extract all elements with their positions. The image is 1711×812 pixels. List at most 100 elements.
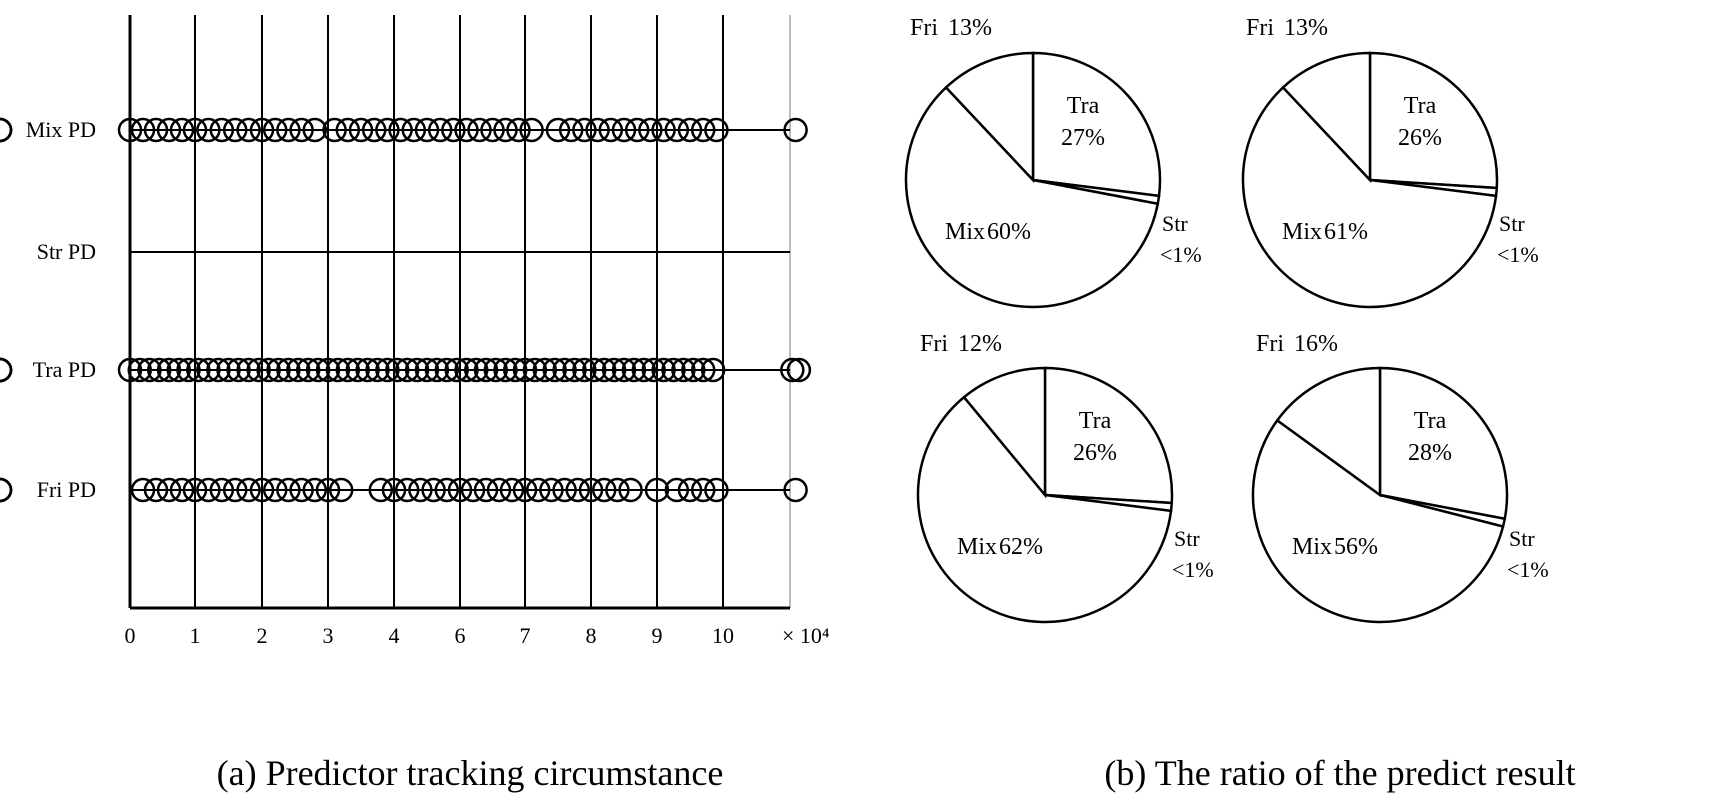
x-tick-label: 4: [389, 623, 400, 648]
x-tick-label: 10: [712, 623, 734, 648]
data-point: [166, 357, 191, 383]
data-point: [558, 117, 584, 143]
data-point: [651, 357, 676, 383]
data-point: [156, 477, 182, 503]
data-point: [582, 357, 607, 383]
pie-chart: Tra 26% Str <1% Mix 62% Fri 12%: [916, 331, 1214, 624]
data-point: [246, 357, 271, 383]
data-point: [783, 117, 808, 143]
pie-slice-tra: [1043, 366, 1174, 505]
pie-caption: (b) The ratio of the predict result: [1104, 753, 1575, 793]
data-point: [0, 477, 13, 503]
pie-value-mix: 62%: [999, 534, 1043, 560]
data-point: [266, 357, 291, 383]
pie-slice-mix: [1241, 85, 1498, 309]
pie-value-tra: 27%: [1061, 125, 1105, 151]
data-point: [226, 357, 251, 383]
data-point: [618, 477, 643, 503]
data-point: [0, 357, 13, 383]
data-point: [388, 117, 413, 143]
x-tick-label: 3: [323, 623, 334, 648]
data-point: [276, 357, 301, 383]
data-point: [512, 357, 538, 383]
pie-value-fri: 13%: [1284, 15, 1328, 41]
data-point: [361, 117, 387, 143]
pie-label-fri: Fri: [920, 331, 948, 357]
data-point: [196, 117, 221, 143]
data-point: [169, 117, 195, 143]
pie-value-mix: 60%: [987, 219, 1031, 245]
data-point: [375, 117, 400, 143]
tracking-scatter-panel: 0 1 2 3 4 6 7 8 9 10 × 10⁴ Mix PD Str PD Tra PD Fri PD: [0, 15, 830, 648]
data-point: [434, 477, 460, 503]
data-point: [0, 117, 13, 143]
data-point: [661, 357, 686, 383]
pie-value-str: <1%: [1160, 242, 1202, 267]
data-point: [335, 117, 361, 143]
pie-value-fri: 12%: [958, 331, 1002, 357]
data-point: [355, 357, 380, 383]
data-point: [542, 357, 567, 383]
pie-value-fri: 16%: [1294, 331, 1338, 357]
data-point: [216, 357, 241, 383]
data-point: [786, 357, 812, 383]
data-point: [522, 357, 548, 383]
data-point: [552, 357, 577, 383]
data-point: [578, 477, 604, 503]
data-point: [156, 117, 182, 143]
pie-label-str: Str: [1162, 211, 1188, 236]
data-point: [394, 477, 420, 503]
data-point: [209, 477, 235, 503]
data-point: [572, 357, 597, 383]
data-point: [483, 357, 508, 383]
data-point: [196, 477, 221, 503]
data-point: [601, 357, 627, 383]
data-point: [394, 357, 420, 383]
data-point: [690, 477, 716, 503]
data-point: [506, 117, 531, 143]
data-point: [473, 477, 499, 503]
pie-label-str: Str: [1174, 526, 1200, 551]
data-point: [467, 117, 492, 143]
pie-slice-tra: [1368, 51, 1499, 190]
pie-label-str: Str: [1499, 211, 1525, 236]
category-label: Str PD: [37, 239, 96, 264]
data-point: [249, 477, 275, 503]
pie-label-mix: Mix: [945, 219, 985, 245]
pie-chart: Tra 26% Str <1% Mix 61% Fri 13%: [1241, 15, 1539, 309]
pie-slice-fri: [1275, 366, 1382, 498]
pie-value-str: <1%: [1497, 242, 1539, 267]
data-point: [681, 357, 706, 383]
pie-slice-fri: [962, 366, 1047, 499]
data-point: [454, 357, 479, 383]
pie-value-tra: 26%: [1398, 125, 1442, 151]
data-point: [289, 477, 314, 503]
data-point: [236, 357, 261, 383]
data-point: [780, 357, 805, 383]
pie-value-str: <1%: [1507, 557, 1549, 582]
data-point: [222, 117, 248, 143]
data-point: [206, 357, 231, 383]
data-point: [130, 477, 156, 503]
category-label: Mix PD: [26, 117, 96, 142]
x-tick-label: 9: [652, 623, 663, 648]
data-point: [302, 477, 328, 503]
data-point: [368, 477, 394, 503]
pie-value-fri: 13%: [948, 15, 992, 41]
data-point: [414, 117, 440, 143]
pie-value-mix: 61%: [1324, 219, 1368, 245]
data-point: [565, 477, 591, 503]
pie-label-mix: Mix: [1292, 534, 1332, 560]
data-point: [572, 117, 597, 143]
data-point: [473, 357, 499, 383]
data-point: [519, 117, 544, 143]
data-point: [493, 117, 518, 143]
pie-label-fri: Fri: [1256, 331, 1284, 357]
data-point: [621, 357, 647, 383]
data-point: [156, 357, 182, 383]
pie-label-tra: Tra: [1414, 408, 1447, 434]
data-point: [286, 357, 311, 383]
data-point: [348, 117, 374, 143]
data-point: [335, 357, 361, 383]
